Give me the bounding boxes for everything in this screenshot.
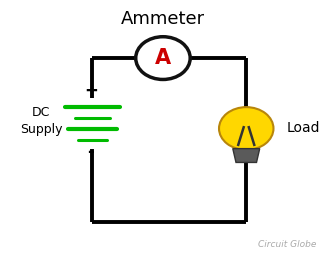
Text: DC
Supply: DC Supply <box>20 106 62 136</box>
Circle shape <box>136 37 190 79</box>
Polygon shape <box>233 149 260 162</box>
Text: +: + <box>84 82 98 100</box>
Text: Circuit Globe: Circuit Globe <box>258 240 317 249</box>
Circle shape <box>219 107 274 150</box>
Text: A: A <box>155 48 171 68</box>
Text: Ammeter: Ammeter <box>121 10 205 28</box>
Text: Load: Load <box>286 122 320 135</box>
Text: -: - <box>87 143 94 161</box>
